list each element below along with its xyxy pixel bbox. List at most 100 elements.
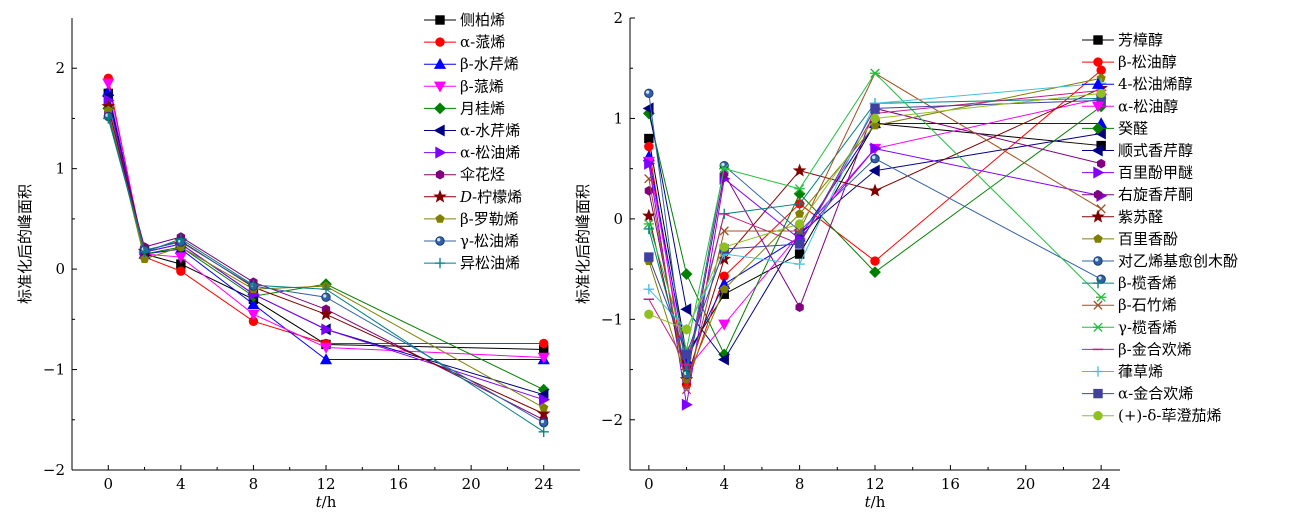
series-line bbox=[648, 87, 1102, 382]
x-tick-label: 20 bbox=[1016, 475, 1035, 493]
legend-marker bbox=[1093, 388, 1103, 399]
data-point bbox=[870, 103, 880, 114]
data-point bbox=[718, 319, 731, 331]
data-point bbox=[794, 226, 805, 236]
data-point bbox=[539, 418, 549, 428]
legend-item: β-蒎烯 bbox=[424, 77, 504, 95]
legend-marker bbox=[1093, 166, 1105, 179]
data-point bbox=[681, 349, 692, 360]
legend-item: 百里香酚 bbox=[1082, 230, 1178, 248]
data-point bbox=[537, 352, 550, 364]
legend-marker bbox=[1092, 277, 1104, 289]
legend-marker bbox=[1091, 144, 1103, 157]
legend-label: β-榄香烯 bbox=[1118, 274, 1177, 292]
chart-panel-1: 0 4 8 12 16 20 24−2−1012t/h标准化后的峰面积侧柏烯α-蒎烯β-水芹… bbox=[16, 11, 580, 511]
x-tick-label: 4 bbox=[719, 475, 729, 493]
y-tick-label: −1 bbox=[601, 310, 623, 328]
legend-item: 异松油烯 bbox=[424, 254, 520, 272]
legend-item: α-蒎烯 bbox=[424, 33, 505, 51]
series-line bbox=[648, 93, 1102, 375]
series-line bbox=[648, 99, 1102, 356]
data-point bbox=[795, 302, 804, 313]
data-point bbox=[719, 284, 729, 294]
series-line bbox=[648, 108, 1102, 361]
legend-label: β-罗勒烯 bbox=[460, 210, 519, 228]
legend-item: γ-榄香烯 bbox=[1082, 318, 1177, 336]
data-point bbox=[320, 284, 332, 295]
legend-marker bbox=[434, 102, 446, 115]
x-tick-label: 16 bbox=[941, 475, 960, 493]
legend-item: 顺式香芹醇 bbox=[1082, 142, 1193, 160]
data-point bbox=[539, 338, 549, 349]
data-point bbox=[643, 219, 655, 229]
x-axis-unit: /h bbox=[322, 493, 337, 511]
data-point bbox=[680, 268, 693, 281]
data-point bbox=[103, 113, 114, 124]
legend-label: α-水芹烯 bbox=[460, 122, 520, 140]
data-point bbox=[1095, 292, 1107, 302]
data-point bbox=[1096, 88, 1106, 99]
legend-marker bbox=[433, 189, 447, 203]
legend-marker bbox=[435, 214, 445, 223]
legend-marker bbox=[1093, 189, 1103, 200]
legend-label: 异松油烯 bbox=[460, 254, 520, 272]
data-point bbox=[870, 153, 880, 164]
legend-label: β-水芹烯 bbox=[460, 55, 519, 73]
legend-item: β-水芹烯 bbox=[424, 55, 519, 73]
legend-marker bbox=[1092, 122, 1104, 135]
series-line bbox=[648, 92, 1102, 331]
data-point bbox=[538, 426, 549, 438]
data-point bbox=[644, 309, 654, 320]
x-tick-label: 8 bbox=[249, 475, 259, 493]
legend-item: γ-松油烯 bbox=[424, 232, 519, 250]
data-point bbox=[719, 164, 730, 174]
data-point bbox=[644, 174, 654, 184]
legend-item: β-榄香烯 bbox=[1082, 274, 1177, 292]
legend-marker bbox=[434, 257, 446, 269]
x-tick-label: 16 bbox=[389, 475, 408, 493]
series-18 bbox=[644, 88, 1106, 335]
x-tick-label: 20 bbox=[462, 475, 481, 493]
series-17 bbox=[644, 95, 1106, 360]
series-line bbox=[107, 116, 544, 424]
data-point bbox=[247, 309, 260, 321]
series-14 bbox=[643, 68, 1107, 355]
legend-item: 百里酚甲醚 bbox=[1082, 164, 1193, 182]
x-tick-label: 24 bbox=[1092, 475, 1111, 493]
y-tick-label: −1 bbox=[43, 361, 65, 379]
legend-marker bbox=[435, 169, 445, 180]
data-point bbox=[1097, 158, 1106, 169]
y-axis-title: 标准化后的峰面积 bbox=[16, 184, 34, 304]
y-tick-label: 0 bbox=[55, 260, 65, 278]
legend-label: 葎草烯 bbox=[1118, 363, 1163, 381]
series-line bbox=[648, 97, 1102, 370]
x-axis-variable: t bbox=[316, 493, 323, 511]
x-tick-label: 0 bbox=[104, 475, 114, 493]
data-point bbox=[1096, 65, 1106, 75]
data-point bbox=[539, 393, 550, 406]
legend-label: γ-榄香烯 bbox=[1118, 318, 1177, 336]
data-point bbox=[319, 342, 333, 354]
legend-item: 伞花烃 bbox=[424, 166, 505, 184]
data-point bbox=[644, 141, 654, 152]
chart-panel-2: 0 4 8 12 16 20 24−2−1012t/h标准化后的峰面积芳樟醇β-松油醇4-松… bbox=[574, 9, 1238, 511]
legend-marker bbox=[1092, 366, 1104, 377]
data-point bbox=[139, 246, 150, 258]
legend-item: α-水芹烯 bbox=[424, 122, 520, 140]
y-tick-label: 1 bbox=[613, 109, 623, 127]
data-point bbox=[794, 239, 805, 249]
legend-marker bbox=[1091, 101, 1105, 113]
legend-label: β-蒎烯 bbox=[460, 77, 504, 95]
legend-item: α-松油醇 bbox=[1082, 97, 1178, 115]
x-axis-title: t/h bbox=[865, 493, 886, 511]
data-point bbox=[644, 157, 656, 170]
legend-marker bbox=[435, 37, 445, 47]
data-point bbox=[719, 160, 729, 171]
data-point bbox=[868, 164, 880, 177]
data-point bbox=[794, 258, 805, 270]
data-point bbox=[869, 68, 881, 78]
legend-marker bbox=[1091, 209, 1105, 223]
legend-marker bbox=[1093, 300, 1103, 310]
legend-label: α-松油烯 bbox=[460, 144, 520, 162]
